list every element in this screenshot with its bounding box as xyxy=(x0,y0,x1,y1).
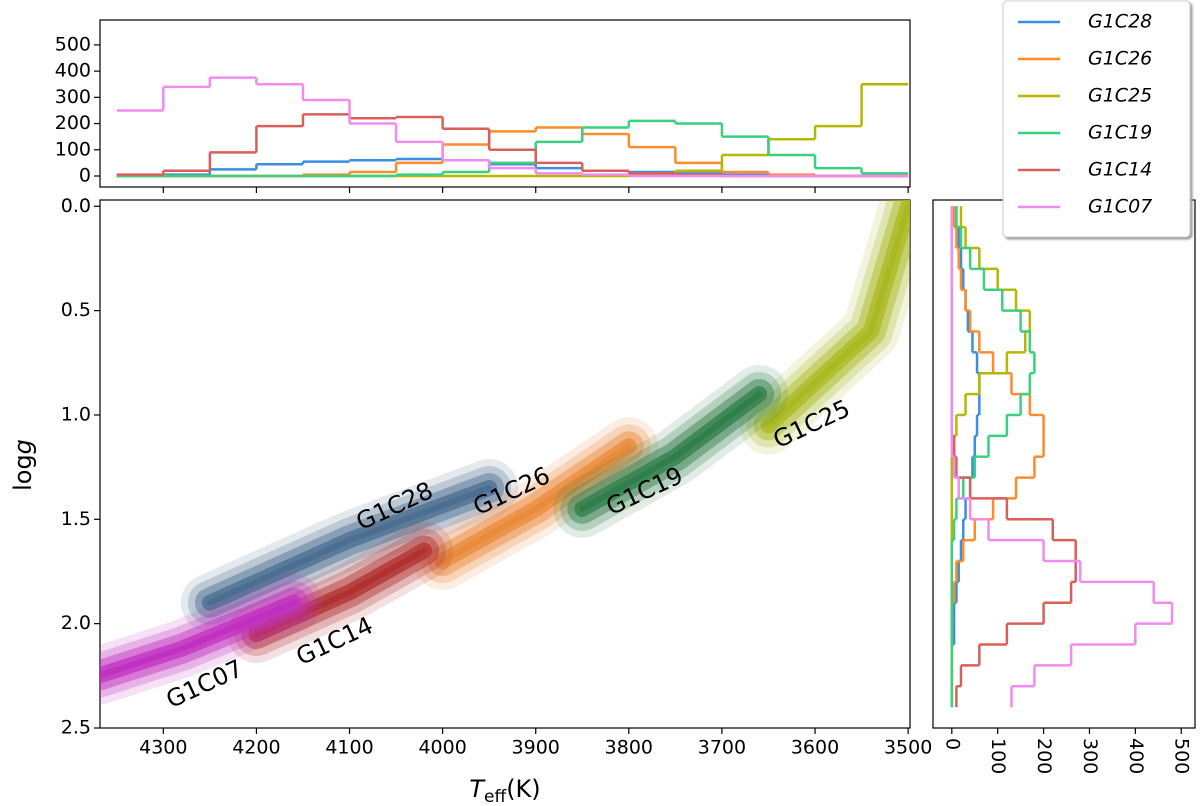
legend-label: G1C19 xyxy=(1088,122,1152,144)
x-label-unit: (K) xyxy=(506,775,540,803)
legend: G1C28 G1C26 G1C25 G1C19 G1C14 G1C07 xyxy=(1002,0,1191,238)
density-contour xyxy=(579,391,763,512)
y-tick-label: 0.0 xyxy=(61,195,91,217)
x-tick-label: 300 xyxy=(1079,738,1101,774)
density-contour xyxy=(439,443,632,565)
x-tick-label: 3900 xyxy=(512,737,560,759)
y-tick-label: 200 xyxy=(55,112,91,134)
y-label-var: g xyxy=(9,439,37,454)
x-label-sub: eff xyxy=(484,787,507,806)
y-tick-label: 1.5 xyxy=(61,508,91,530)
x-tick-label: 3700 xyxy=(698,737,746,759)
y-tick-label: 100 xyxy=(55,138,91,160)
y-tick-label: 2.5 xyxy=(61,717,91,739)
x-tick-label: 4000 xyxy=(418,737,466,759)
density-contour xyxy=(100,599,297,679)
x-axis-label: Teff(K) xyxy=(469,775,540,806)
density-contour xyxy=(765,203,910,429)
y-label-main: log xyxy=(9,454,37,491)
x-tick-label: 200 xyxy=(1033,738,1055,774)
x-tick-label: 4100 xyxy=(325,737,373,759)
x-label-main: T xyxy=(469,775,486,803)
legend-label: G1C07 xyxy=(1088,196,1152,218)
x-tick-label: 4300 xyxy=(139,737,187,759)
x-tick-label: 100 xyxy=(987,738,1009,774)
x-tick-label: 500 xyxy=(1171,738,1193,774)
legend-label: G1C14 xyxy=(1088,159,1152,181)
legend-label: G1C28 xyxy=(1088,11,1152,33)
y-tick-label: 0 xyxy=(79,164,91,186)
legend-label: G1C25 xyxy=(1088,85,1152,107)
density-contour xyxy=(206,485,493,606)
x-tick-label: 400 xyxy=(1125,738,1147,774)
legend-label: G1C26 xyxy=(1088,48,1152,70)
top-panel-frame xyxy=(99,19,911,188)
density-contour xyxy=(253,547,427,638)
x-tick-label: 4200 xyxy=(232,737,280,759)
y-tick-label: 2.0 xyxy=(61,612,91,634)
x-tick-label: 3600 xyxy=(791,737,839,759)
x-tick-label: 0 xyxy=(941,738,963,750)
y-tick-label: 0.5 xyxy=(61,299,91,321)
y-tick-label: 500 xyxy=(55,33,91,55)
main-panel-frame xyxy=(99,199,911,729)
x-tick-label: 3800 xyxy=(605,737,653,759)
y-tick-label: 400 xyxy=(55,60,91,82)
y-axis-label: logg xyxy=(9,439,37,491)
x-tick-label: 3500 xyxy=(884,737,932,759)
y-tick-label: 1.0 xyxy=(61,403,91,425)
y-tick-label: 300 xyxy=(55,86,91,108)
